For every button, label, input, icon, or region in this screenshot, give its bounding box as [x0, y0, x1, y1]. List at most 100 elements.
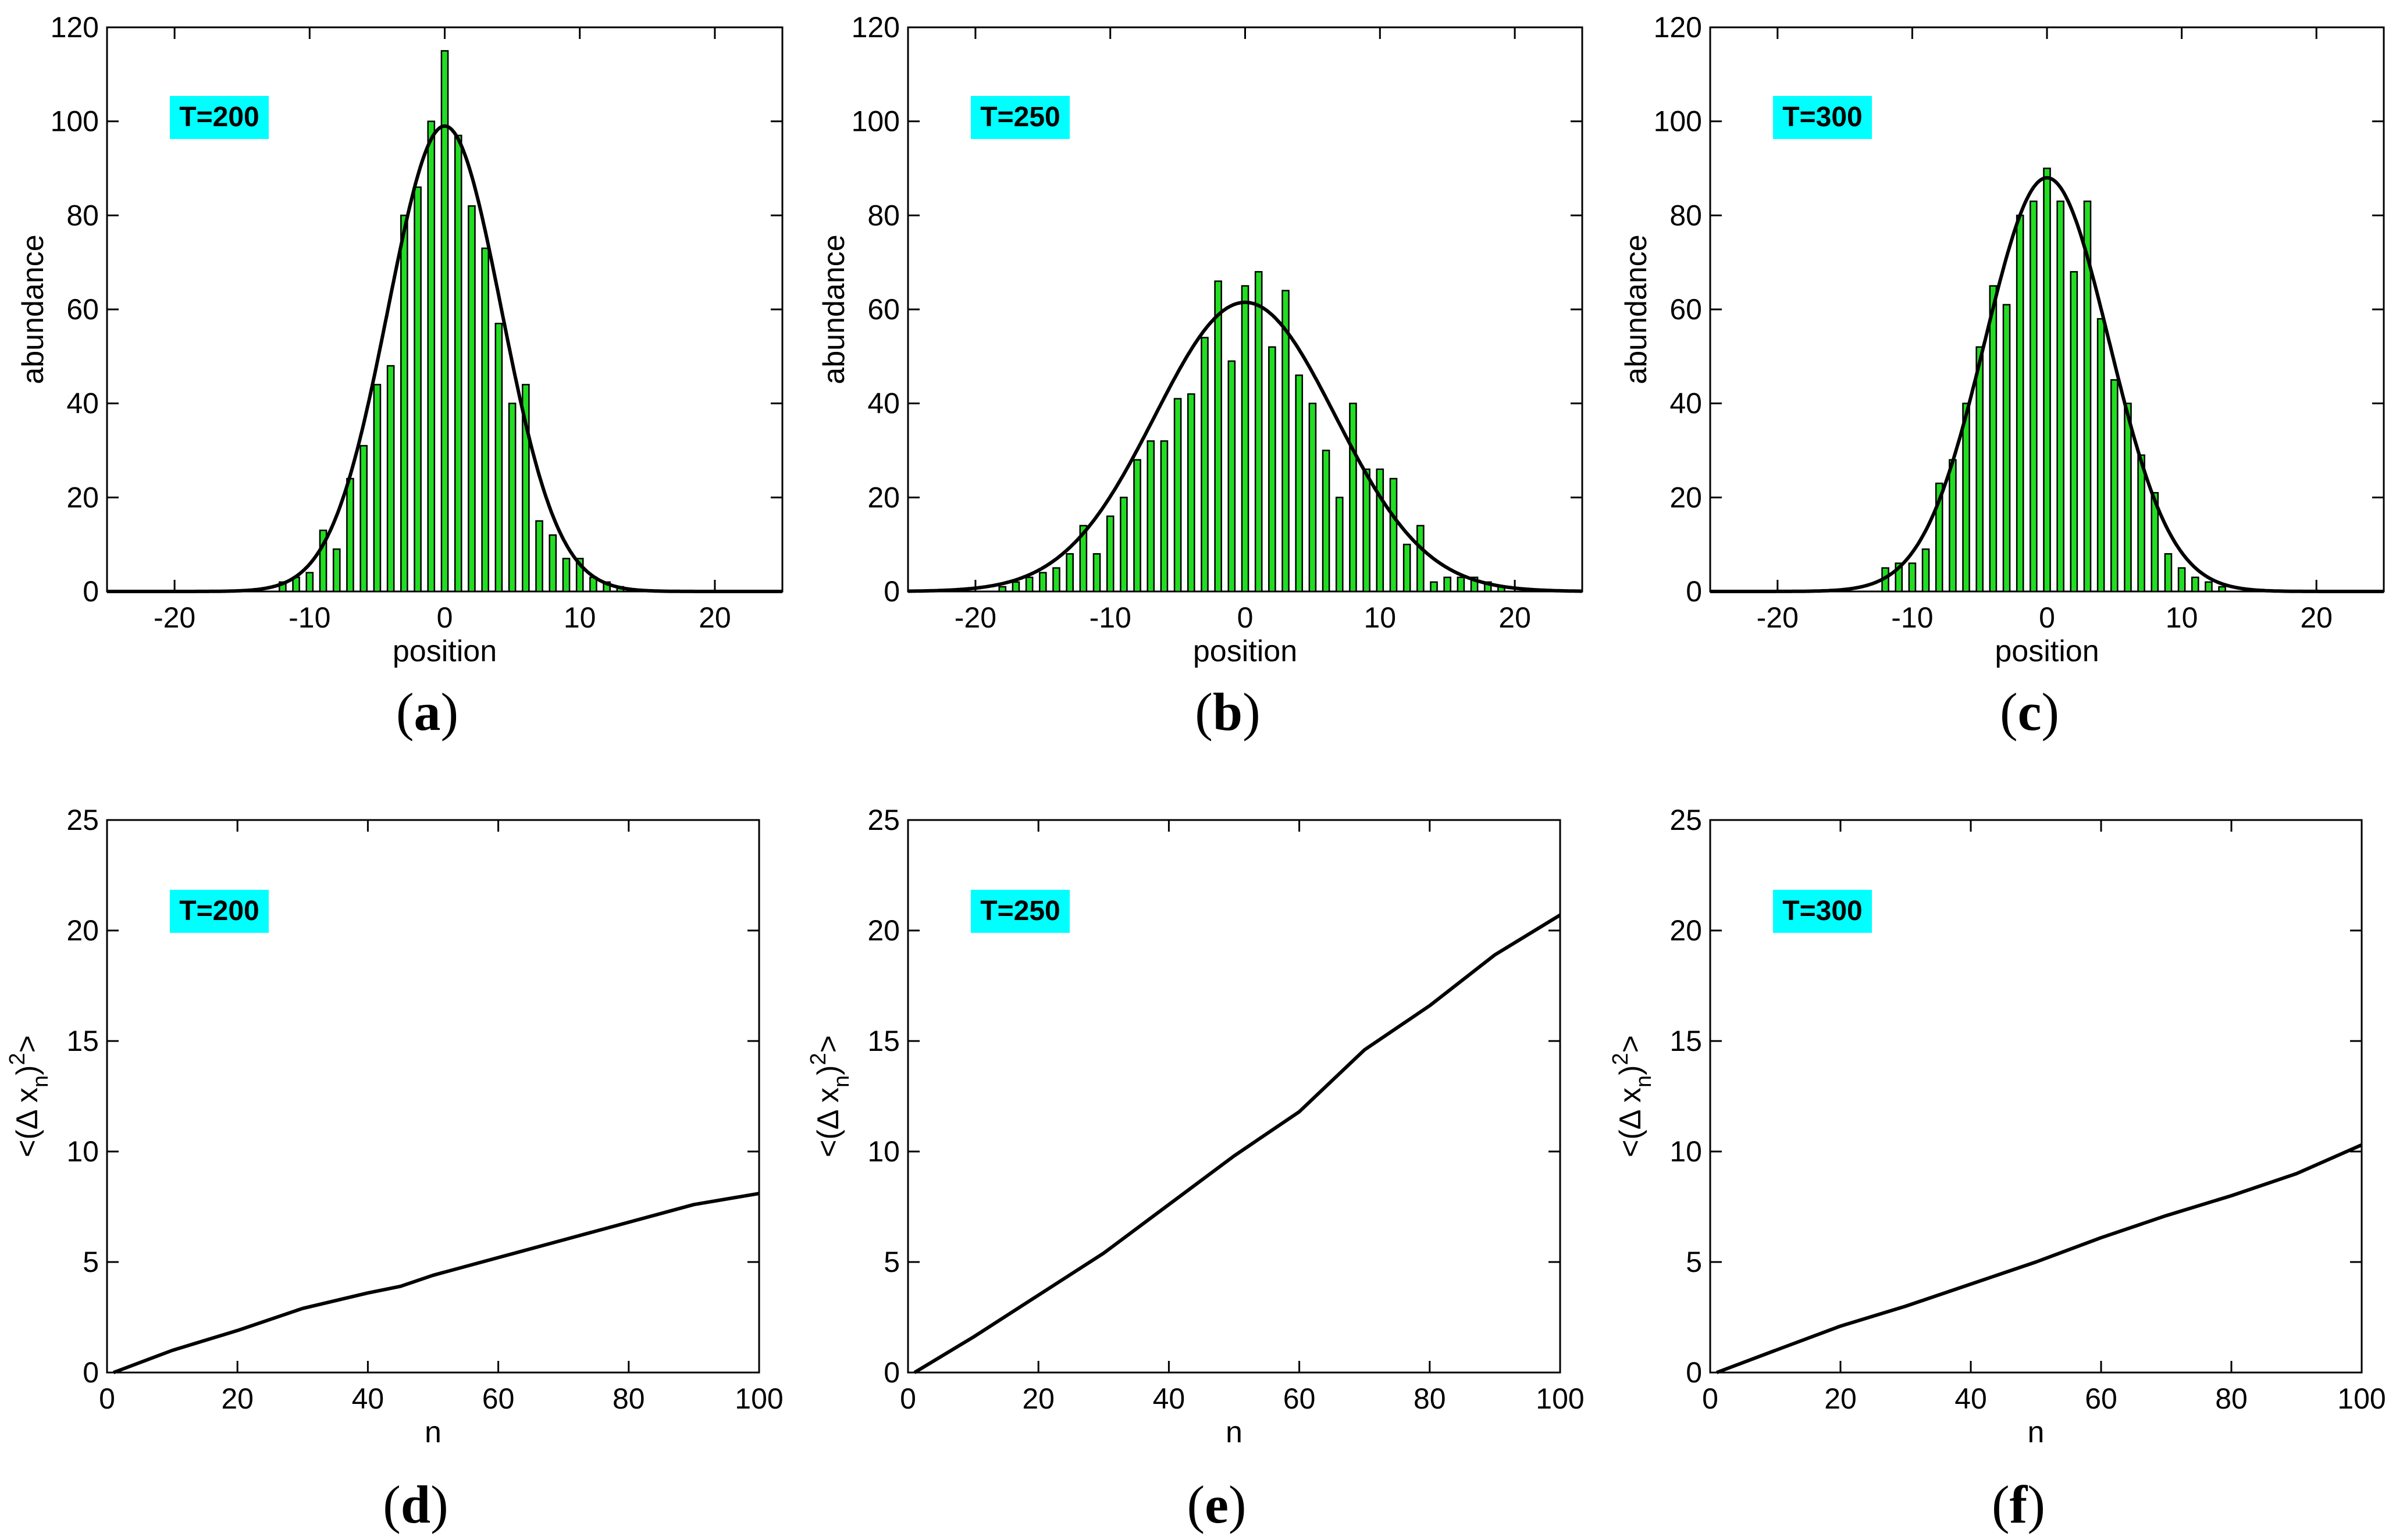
panel-letter-text: b: [1213, 682, 1242, 742]
bar: [2056, 200, 2064, 593]
y-tick-label: 20: [66, 914, 99, 947]
paren-open: (: [383, 1475, 401, 1534]
x-tick-label: 0: [900, 1382, 916, 1415]
bar: [1949, 459, 1957, 593]
x-tick-label: -20: [1757, 601, 1799, 634]
panel-letter-text: e: [1205, 1475, 1229, 1534]
x-tick-label: 10: [564, 601, 596, 634]
x-axis-label: n: [1226, 1416, 1242, 1449]
bar: [998, 586, 1007, 593]
bar: [1092, 553, 1101, 593]
paren-open: (: [2000, 682, 2018, 742]
bar: [1935, 482, 1943, 593]
y-label-sub: n: [829, 1075, 854, 1088]
x-tick-label: -10: [289, 601, 330, 634]
bar: [305, 572, 314, 593]
series-line: [113, 1192, 760, 1374]
x-tick-label: 10: [2166, 601, 2198, 634]
y-label-sup: 2: [5, 1053, 30, 1065]
bar: [1120, 497, 1128, 593]
paren-close: ): [2027, 1475, 2045, 1534]
bar: [1349, 402, 1357, 593]
bar: [1322, 450, 1330, 593]
x-tick-label: 80: [613, 1382, 645, 1415]
panel-letter: (e): [1187, 1475, 1246, 1534]
x-tick-label: 100: [2337, 1382, 2386, 1415]
bar: [1227, 360, 1236, 593]
bar: [1025, 576, 1034, 593]
y-tick-label: 0: [884, 575, 900, 608]
x-tick-label: 40: [1153, 1382, 1185, 1415]
annotation-box: [971, 890, 1070, 933]
paren-close: ): [430, 1475, 448, 1534]
x-tick-label: -10: [1891, 601, 1933, 634]
panel-b: -20 -10 0 10 20 0 20 40 60 80 100 120 position abunda…: [817, 11, 1583, 742]
y-label-sub: n: [29, 1075, 53, 1088]
bar: [494, 323, 503, 593]
y-tick-label: 20: [867, 914, 900, 947]
y-tick-label: 20: [66, 481, 99, 514]
y-axis-label: abundance: [16, 234, 50, 384]
y-tick-label: 10: [867, 1135, 900, 1168]
bar: [2205, 581, 2213, 593]
bar: [1908, 562, 1917, 593]
bar: [1962, 402, 1970, 593]
series-line: [1716, 1143, 2363, 1374]
bar: [1295, 374, 1304, 593]
x-axis-label: n: [2028, 1416, 2045, 1449]
y-label-main: <(Δ x: [1614, 1088, 1647, 1157]
bar: [1052, 567, 1060, 593]
y-tick-label: 60: [867, 293, 900, 326]
series-line: [913, 913, 1561, 1374]
y-label-end: >: [811, 1035, 845, 1053]
y-axis-label: abundance: [1619, 234, 1653, 384]
y-tick-label: 0: [83, 575, 99, 608]
bar: [1038, 572, 1047, 593]
annotation-box: [971, 96, 1070, 139]
annotation-label: T=250: [980, 102, 1060, 133]
paren-open: (: [396, 682, 414, 742]
y-tick-label: 80: [1669, 199, 1702, 231]
y-tick-label: 120: [51, 11, 99, 44]
x-tick-label: 20: [1022, 1382, 1055, 1415]
panel-letter-text: f: [2010, 1475, 2028, 1534]
bar: [2218, 586, 2226, 593]
y-axis-label: <(Δ xn)2>: [5, 1035, 53, 1157]
panel-letter: (f): [1992, 1475, 2045, 1534]
bar: [1187, 393, 1195, 593]
y-axis-label: <(Δ xn)2>: [1608, 1035, 1656, 1157]
panel-c: -20 -10 0 10 20 0 20 40 60 80 100 120 position abunda…: [1619, 11, 2385, 742]
bar: [575, 558, 584, 593]
bar: [2191, 576, 2199, 593]
panel-letter-text: d: [401, 1475, 430, 1534]
bar: [319, 529, 327, 593]
bar: [1160, 440, 1169, 593]
bar: [1362, 468, 1370, 593]
x-tick-label: 80: [1414, 1382, 1446, 1415]
y-tick-label: 20: [1669, 914, 1702, 947]
x-tick-label: 60: [1283, 1382, 1316, 1415]
annotation-label: T=200: [179, 102, 259, 133]
x-axis-label: n: [425, 1416, 442, 1449]
x-tick-label: 100: [735, 1382, 783, 1415]
bar: [2083, 200, 2092, 593]
panel-letter: (a): [396, 682, 458, 742]
bar: [1214, 280, 1222, 593]
bar: [2124, 402, 2132, 593]
paren-close: ): [441, 682, 459, 742]
y-label-close: ): [1614, 1065, 1647, 1075]
y-tick-label: 15: [867, 1025, 900, 1057]
bar: [1281, 290, 1290, 593]
bar: [1376, 468, 1384, 593]
x-tick-label: 20: [2300, 601, 2333, 634]
y-tick-label: 0: [884, 1356, 900, 1389]
y-tick-label: 60: [1669, 293, 1702, 326]
y-label-end: >: [10, 1035, 44, 1053]
x-tick-label: 0: [99, 1382, 115, 1415]
bar: [346, 477, 354, 593]
x-tick-label: -10: [1090, 601, 1131, 634]
x-tick-label: -20: [955, 601, 996, 634]
